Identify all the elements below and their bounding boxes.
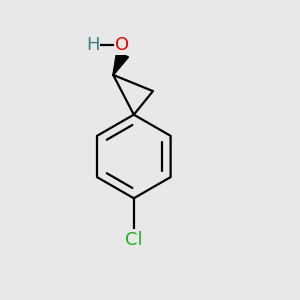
Polygon shape bbox=[113, 52, 128, 75]
Text: Cl: Cl bbox=[125, 231, 142, 249]
Text: H: H bbox=[86, 37, 99, 55]
Text: O: O bbox=[115, 37, 129, 55]
